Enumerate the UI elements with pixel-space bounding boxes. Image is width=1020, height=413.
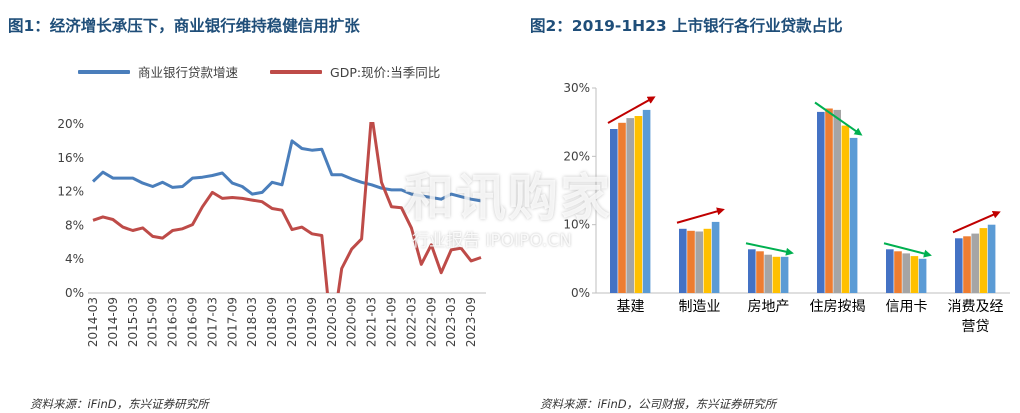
x-tick-label: 2015-09 — [146, 297, 160, 347]
bar — [841, 125, 850, 293]
bar — [711, 221, 720, 293]
category-label: 制造业 — [679, 299, 721, 315]
bar — [756, 251, 764, 293]
bar — [894, 251, 902, 293]
bar-group — [817, 108, 858, 294]
right-chart-title: 图2：2019-1H23 上市银行各行业贷款占比 — [530, 17, 843, 35]
series-line-gdp — [92, 122, 482, 293]
legend-label-loan-growth: 商业银行贷款增速 — [138, 65, 239, 80]
legend-label-gdp: GDP:现价:当季同比 — [330, 65, 441, 80]
x-tick-label: 2019-03 — [285, 297, 299, 347]
legend-item-loan-growth: 商业银行贷款增速 — [78, 62, 238, 81]
x-tick-label: 2020-09 — [345, 297, 359, 347]
bar-group — [886, 249, 927, 293]
trend-arrow — [745, 242, 794, 256]
trend-arrow — [676, 207, 725, 224]
bar — [918, 258, 927, 293]
bar — [626, 118, 634, 293]
trend-arrow — [814, 101, 863, 136]
bar — [971, 233, 979, 293]
bar-group — [955, 224, 996, 293]
y-tick-label: 8% — [65, 218, 84, 232]
left-chart-source: 资料来源：iFinD，东兴证券研究所 — [30, 397, 209, 411]
bar — [780, 256, 789, 293]
bar — [987, 224, 996, 293]
line-chart-legend: 商业银行贷款增速 GDP:现价:当季同比 — [78, 62, 472, 81]
y-tick-label: 10% — [563, 218, 590, 232]
x-tick-label: 2016-03 — [166, 297, 180, 347]
series-line-loan-growth — [91, 139, 482, 203]
x-tick-label: 2021-09 — [384, 297, 398, 347]
x-tick-label: 2018-09 — [265, 297, 279, 347]
y-tick-label: 20% — [563, 149, 590, 163]
x-tick-label: 2017-03 — [205, 297, 219, 347]
x-tick-label: 2021-03 — [365, 297, 379, 347]
bar — [618, 122, 626, 293]
x-tick-label: 2015-03 — [126, 297, 140, 347]
bar-chart-panel: 图2：2019-1H23 上市银行各行业贷款占比 0% 10% 20% 30% 基建 制造… — [522, 0, 1020, 413]
bar-group — [748, 249, 789, 293]
bar — [679, 228, 687, 293]
x-tick-label: 2023-09 — [464, 297, 478, 347]
x-tick-label: 2020-03 — [325, 297, 339, 347]
bar — [764, 254, 772, 293]
x-tick-label: 2022-03 — [404, 297, 418, 347]
bar — [825, 108, 833, 293]
trend-arrow — [883, 242, 932, 258]
y-tick-label: 20% — [57, 117, 84, 131]
y-tick-label: 0% — [571, 286, 590, 300]
x-tick-label: 2017-09 — [225, 297, 239, 347]
bar-group — [610, 109, 651, 294]
bar — [886, 249, 894, 293]
bar — [817, 111, 825, 294]
bar — [642, 109, 651, 294]
bar — [833, 109, 841, 294]
legend-swatch-gdp — [270, 69, 323, 74]
legend-item-gdp: GDP:现价:当季同比 — [270, 62, 440, 81]
bar — [955, 238, 963, 293]
category-label: 基建 — [617, 298, 645, 315]
x-tick-label: 2023-03 — [444, 297, 458, 347]
y-tick-label: 0% — [65, 286, 84, 300]
x-tick-label: 2018-03 — [245, 297, 259, 347]
category-label: 住房按揭 — [810, 299, 866, 315]
category-label: 房地产 — [748, 299, 790, 315]
category-label: 消费及经 — [948, 299, 1004, 315]
bar — [902, 253, 910, 293]
legend-swatch-loan-growth — [78, 69, 130, 74]
bar — [772, 256, 781, 293]
left-chart-title: 图1：经济增长承压下，商业银行维持稳健信用扩张 — [8, 17, 360, 35]
bar — [695, 231, 703, 293]
x-tick-label: 2016-09 — [185, 297, 199, 347]
bar — [634, 116, 643, 293]
y-tick-label: 4% — [65, 252, 84, 266]
bar — [687, 230, 695, 293]
x-tick-label: 2019-09 — [305, 297, 319, 347]
bar — [703, 228, 712, 293]
right-chart-source: 资料来源：iFinD，公司财报，东兴证券研究所 — [540, 397, 777, 411]
category-label: 信用卡 — [886, 299, 928, 315]
bar — [910, 256, 919, 293]
category-label: 营贷 — [962, 319, 990, 335]
y-tick-label: 16% — [57, 151, 84, 165]
plot-area — [91, 122, 482, 293]
x-tick-label: 2022-09 — [424, 297, 438, 347]
x-tick-label: 2014-03 — [86, 297, 100, 347]
bar-group — [679, 221, 720, 293]
line-chart: 0% 4% 8% 12% 16% 20% 2014-03 2014-09 2015-03 2015… — [57, 117, 486, 347]
bar — [963, 236, 971, 293]
bar — [979, 228, 988, 293]
bar — [610, 129, 618, 293]
bar — [849, 137, 858, 293]
bar — [748, 249, 756, 293]
y-tick-label: 30% — [563, 81, 590, 95]
y-tick-label: 12% — [57, 185, 84, 199]
trend-arrow — [607, 96, 656, 124]
x-tick-label: 2014-09 — [106, 297, 120, 347]
trend-arrow — [952, 211, 1001, 234]
line-chart-panel: 图1：经济增长承压下，商业银行维持稳健信用扩张 商业银行贷款增速 GDP:现价:… — [0, 0, 505, 413]
